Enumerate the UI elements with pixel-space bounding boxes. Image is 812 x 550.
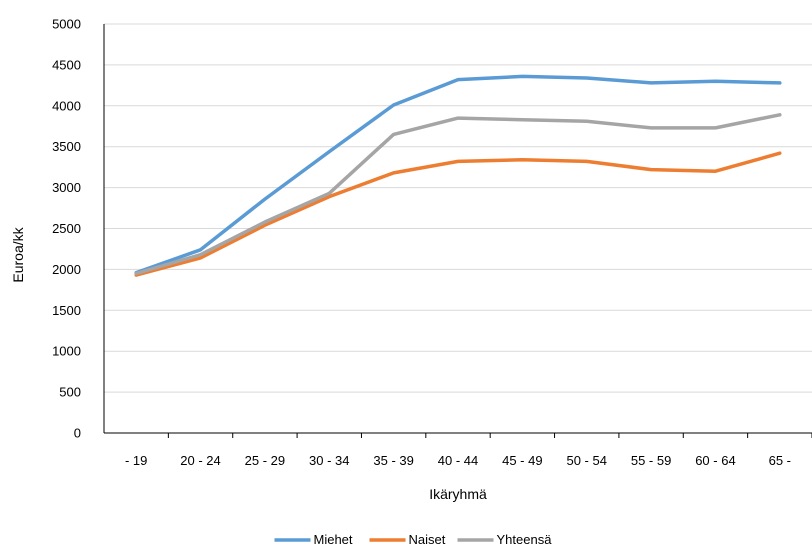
x-tick-label: 20 - 24: [180, 453, 220, 468]
y-tick-label: 500: [59, 385, 81, 400]
series-line-2: [134, 151, 782, 277]
y-axis-title: Euroa/kk: [10, 226, 26, 282]
x-tick-label: - 19: [125, 453, 147, 468]
x-axis-title: Ikäryhmä: [429, 486, 487, 502]
y-tick-label: 5000: [52, 17, 81, 32]
series-line-3: [134, 113, 782, 276]
y-tick-label: 1500: [52, 303, 81, 318]
axes: 0 500 1000 1500 2000 2500 3000 3500 4000 4500 5000…: [52, 17, 812, 468]
x-tick-label: 50 - 54: [566, 453, 606, 468]
legend-item: Yhteensä: [457, 532, 553, 547]
y-tick-label: 4000: [52, 98, 81, 113]
y-tick-label: 2000: [52, 262, 81, 277]
x-tick-label: 25 - 29: [245, 453, 285, 468]
y-tick-label: 0: [74, 426, 81, 441]
x-tick-label: 30 - 34: [309, 453, 349, 468]
x-tick-label: 65 -: [769, 453, 791, 468]
y-tick-label: 3000: [52, 180, 81, 195]
legend: Miehet Naiset Yhteensä: [274, 532, 553, 547]
legend-label: Naiset: [409, 532, 446, 547]
y-tick-label: 1000: [52, 344, 81, 359]
gridlines: [104, 23, 812, 393]
series-lines: [134, 74, 782, 277]
y-tick-label: 3500: [52, 139, 81, 154]
x-tick-label: 60 - 64: [695, 453, 735, 468]
legend-label: Miehet: [314, 532, 353, 547]
x-tick-label: 55 - 59: [631, 453, 671, 468]
y-tick-label: 2500: [52, 221, 81, 236]
legend-label: Yhteensä: [497, 532, 553, 547]
series-line-1: [134, 74, 782, 275]
x-tick-label: 40 - 44: [438, 453, 478, 468]
legend-item: Miehet: [274, 532, 353, 547]
legend-item: Naiset: [369, 532, 446, 547]
x-tick-label: 45 - 49: [502, 453, 542, 468]
x-tick-label: 35 - 39: [373, 453, 413, 468]
y-tick-label: 4500: [52, 57, 81, 72]
